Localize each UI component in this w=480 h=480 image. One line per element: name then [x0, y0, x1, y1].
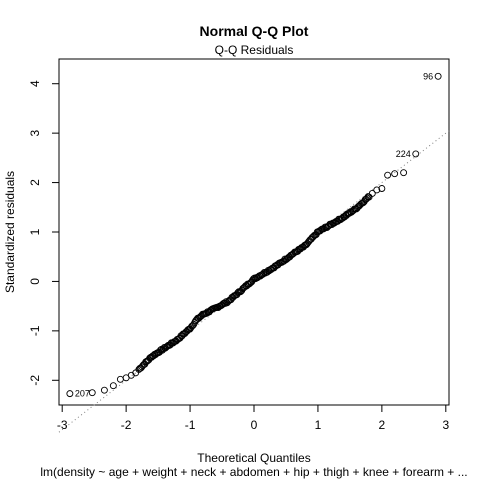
y-tick-label: 4 [28, 80, 42, 87]
plot-frame [58, 58, 450, 406]
x-axis-label: Theoretical Quantiles [197, 451, 310, 465]
y-axis: -2 -1 0 1 2 3 4 [28, 80, 60, 386]
y-axis-label: Standardized residuals [3, 171, 17, 293]
point-label: 224 [396, 149, 411, 159]
data-point [373, 186, 381, 194]
y-tick-label: -1 [28, 325, 42, 336]
x-tick-label: -2 [121, 418, 132, 432]
x-tick-label: -1 [185, 418, 196, 432]
x-tick-label: 2 [379, 418, 386, 432]
data-point [391, 170, 399, 178]
data-point [400, 169, 408, 177]
point-label: 207 [75, 389, 90, 399]
data-point [412, 150, 420, 158]
data-point [88, 389, 96, 397]
data-point [100, 386, 108, 394]
point-labels-layer: 96 224 207 [75, 71, 433, 398]
x-tick-label: 3 [442, 418, 449, 432]
data-point [378, 185, 386, 192]
data-point [434, 72, 442, 80]
x-tick-label: 1 [315, 418, 322, 432]
data-point [384, 171, 392, 179]
x-tick-label: 0 [251, 418, 258, 432]
data-point [116, 375, 124, 383]
y-tick-label: -2 [28, 375, 42, 386]
x-axis: -3 -2 -1 0 1 2 3 [57, 404, 449, 432]
chart-subtitle: Q-Q Residuals [215, 43, 294, 57]
point-label: 96 [423, 71, 433, 81]
chart-title: Normal Q-Q Plot [200, 23, 309, 39]
points-layer [66, 72, 442, 398]
y-tick-label: 2 [28, 179, 42, 186]
x-tick-label: -3 [57, 418, 68, 432]
chart-caption: lm(density ~ age + weight + neck + abdom… [40, 465, 467, 479]
y-tick-label: 1 [28, 228, 42, 235]
y-tick-label: 3 [28, 129, 42, 136]
y-tick-label: 0 [28, 278, 42, 285]
data-point [66, 390, 74, 398]
data-point [109, 382, 117, 390]
data-point [365, 193, 373, 201]
